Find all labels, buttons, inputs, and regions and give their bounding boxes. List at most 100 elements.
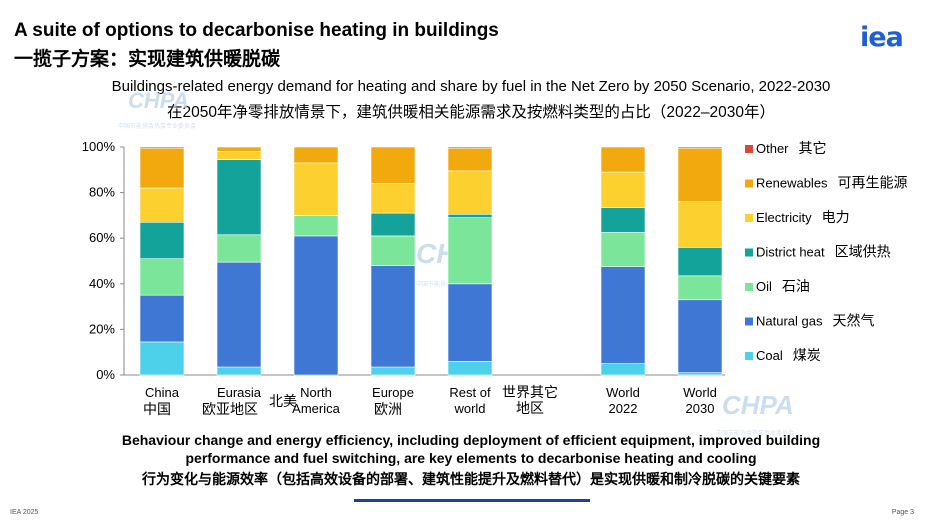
legend-label-other: Other <box>756 141 789 156</box>
chpa-watermark: CHPA <box>128 88 189 113</box>
bar-segment-district-heat <box>600 207 646 233</box>
y-tick-label: 0% <box>96 367 115 382</box>
bar-segment-coal <box>216 366 262 376</box>
bar-segment-district-heat <box>139 221 185 260</box>
bar-segment-coal <box>677 372 723 376</box>
iea-logo: iea <box>860 22 904 53</box>
legend-label-zh: 可再生能源 <box>838 176 908 192</box>
x-tick-label: Eurasia <box>217 385 262 400</box>
bar-segment-natural-gas <box>370 265 416 368</box>
bar-segment-coal <box>139 341 185 376</box>
legend-swatch-district-heat <box>745 248 753 257</box>
bar-segment-district-heat <box>370 212 416 237</box>
bar-segment-oil <box>293 215 339 237</box>
bar-segment-electricity <box>139 187 185 223</box>
x-tick-label-zh: 欧亚地区 <box>202 402 258 418</box>
bar-segment-renewables <box>370 146 416 184</box>
x-tick-label: Europe <box>372 385 414 400</box>
chart-title: Buildings-related energy demand for heat… <box>111 78 831 95</box>
summary-zh: 行为变化与能源效率（包括高效设备的部署、建筑性能提升及燃料替代）是实现供暖和制冷… <box>142 471 800 487</box>
bar-segment-renewables <box>216 146 262 152</box>
legend-label-zh: 区域供热 <box>835 245 891 261</box>
bar-segment-electricity <box>600 171 646 208</box>
stacked-bar-chart: 0% 20% 40% 60% 80% 100% China 中国 Eurasia 欧亚地区 Nort… <box>82 139 908 418</box>
x-tick-label: World <box>683 385 717 400</box>
x-tick-label-zh: 欧洲 <box>374 402 402 418</box>
summary-line-2: performance and fuel switching, are key … <box>185 450 757 466</box>
bar-segment-oil <box>216 234 262 263</box>
bar-segment-other <box>139 146 185 149</box>
bar-segment-renewables <box>139 147 185 189</box>
y-tick-label: 100% <box>82 139 116 154</box>
bar-segment-oil <box>370 235 416 266</box>
bar-segment-district-heat <box>677 247 723 277</box>
x-tick-label: North <box>300 385 332 400</box>
legend-label-coal: Coal <box>756 348 783 363</box>
bar-segment-renewables <box>600 146 646 173</box>
bar-segment-coal <box>370 366 416 376</box>
bar-segment-coal <box>600 363 646 376</box>
bar-segment-district-heat <box>447 213 493 218</box>
x-tick-label-zh: 中国 <box>143 402 171 418</box>
chart-subtitle: 在2050年净零排放情景下，建筑供暖相关能源需求及按燃料类型的占比（2022–2… <box>166 104 776 121</box>
y-tick-label: 20% <box>89 321 115 336</box>
bar-segment-other <box>447 146 493 149</box>
chpa-watermark-subtext: 中国节能协会热泵专业委员会 <box>716 431 795 437</box>
x-tick-label: world <box>453 401 485 416</box>
legend-swatch-electricity <box>745 214 753 222</box>
bar-segment-natural-gas <box>139 294 185 343</box>
bar-segment-oil <box>677 275 723 301</box>
x-tick-label: 2022 <box>609 401 638 416</box>
bar-segment-other <box>677 146 723 149</box>
bar-segment-oil <box>447 217 493 285</box>
page-number: Page 3 <box>891 509 914 516</box>
bar-segment-renewables <box>677 147 723 203</box>
y-tick-label: 80% <box>89 185 115 200</box>
legend-swatch-renewables <box>745 179 753 188</box>
page-title: A suite of options to decarbonise heatin… <box>14 20 499 41</box>
bar-segment-renewables <box>293 146 339 164</box>
bar-segment-natural-gas <box>447 283 493 362</box>
summary-line-1: Behaviour change and energy efficiency, … <box>121 432 821 448</box>
bar-segment-natural-gas <box>216 261 262 368</box>
bar-segment-oil <box>600 232 646 268</box>
y-tick-label: 60% <box>89 230 115 245</box>
legend-label-zh: 石油 <box>782 279 810 295</box>
page-title-zh: 一揽子方案：实现建筑供暖脱碳 <box>14 49 281 70</box>
y-tick-label: 40% <box>89 276 115 291</box>
x-tick-label-zh: 北美 <box>269 394 297 410</box>
x-tick-label: America <box>292 401 340 416</box>
x-tick-label: World <box>606 385 640 400</box>
bar-segment-electricity <box>216 151 262 160</box>
legend-label-district-heat: District heat <box>756 245 825 260</box>
legend-label-zh: 天然气 <box>832 313 874 330</box>
bar-segment-natural-gas <box>600 266 646 364</box>
legend-label-zh: 煤炭 <box>793 348 821 364</box>
legend-label-zh: 其它 <box>799 140 827 157</box>
bar-segment-natural-gas <box>293 235 339 376</box>
bar-segment-coal <box>447 361 493 376</box>
x-tick-label: Rest of <box>449 385 491 400</box>
chpa-watermark: CHPA <box>722 390 794 420</box>
x-tick-label: 2030 <box>686 401 715 416</box>
legend-swatch-other <box>745 145 753 153</box>
legend-label-renewables: Renewables <box>756 176 828 191</box>
x-tick-label-zh: 世界其它 <box>502 384 558 401</box>
bar-segment-district-heat <box>216 159 262 236</box>
legend-swatch-coal <box>745 352 753 360</box>
legend-label-zh: 电力 <box>822 210 850 226</box>
bar-segment-electricity <box>447 170 493 215</box>
legend-swatch-natural-gas <box>745 317 753 326</box>
legend-label-oil: Oil <box>756 279 772 294</box>
accent-underline <box>354 499 590 502</box>
x-tick-label-zh: 地区 <box>516 401 544 417</box>
legend-label-electricity: Electricity <box>756 210 812 225</box>
legend-label-natural-gas: Natural gas <box>756 314 823 329</box>
legend-swatch-oil <box>745 283 753 291</box>
chpa-watermark-subtext: 中国节能协会热泵专业委员会 <box>118 124 197 130</box>
bar-segment-electricity <box>677 201 723 248</box>
footer-source: IEA 2025 <box>10 509 39 516</box>
bar-segment-natural-gas <box>677 299 723 374</box>
bar-segment-electricity <box>370 183 416 214</box>
bar-segment-electricity <box>293 162 339 216</box>
